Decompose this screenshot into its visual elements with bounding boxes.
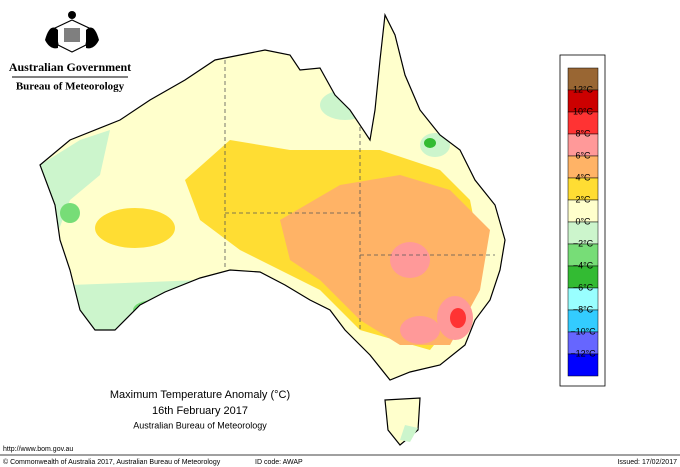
title-line3: Australian Bureau of Meteorology	[133, 420, 267, 430]
region	[400, 316, 440, 344]
legend-label: 10°C	[573, 106, 594, 116]
region	[424, 138, 436, 148]
issued: Issued: 17/02/2017	[617, 459, 677, 466]
legend-label: 0°C	[575, 216, 591, 226]
legend-label: 12°C	[573, 84, 594, 94]
legend-label: 2°C	[575, 194, 591, 204]
legend: 12°C 10°C 8°C 6°C 4°C 2°C 0°C −2°C −4°C −6°C −8°C −…	[559, 54, 606, 387]
url: http://www.bom.gov.au	[3, 446, 73, 453]
legend-label: −10°C	[570, 326, 596, 336]
legend-label: 8°C	[575, 128, 591, 138]
crest	[45, 11, 99, 53]
legend-label: −2°C	[573, 238, 594, 248]
legend-label: −6°C	[573, 282, 594, 292]
title-line2: 16th February 2017	[152, 405, 248, 417]
region	[95, 208, 175, 248]
region	[60, 203, 80, 223]
region	[450, 308, 466, 328]
region	[390, 242, 430, 278]
copyright: © Commonwealth of Australia 2017, Austra…	[3, 458, 221, 466]
legend-label: 6°C	[575, 150, 591, 160]
bureau-name: Bureau of Meteorology	[16, 81, 125, 93]
legend-label: −4°C	[573, 260, 594, 270]
region	[133, 300, 177, 320]
gov-name: Australian Government	[9, 60, 131, 74]
legend-label: 4°C	[575, 172, 591, 182]
legend-label: −8°C	[573, 304, 594, 314]
legend-swatch	[567, 353, 599, 377]
region	[400, 425, 418, 442]
id-code: ID code: AWAP	[255, 459, 303, 466]
title-line1: Maximum Temperature Anomaly (°C)	[110, 389, 290, 401]
region	[280, 175, 490, 345]
legend-label: −12°C	[570, 348, 596, 358]
